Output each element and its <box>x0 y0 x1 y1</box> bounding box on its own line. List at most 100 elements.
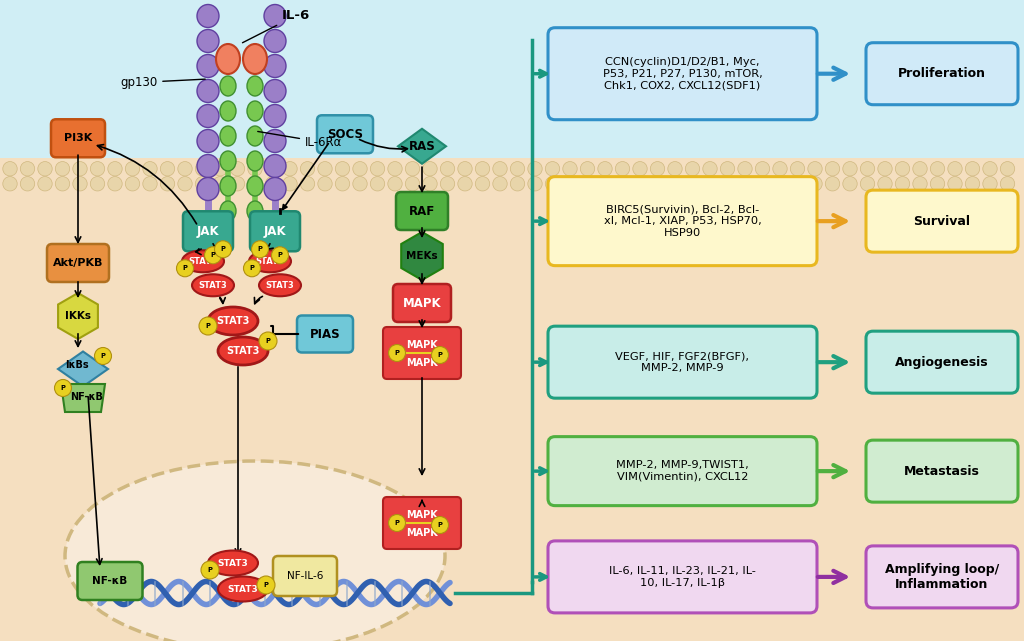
Circle shape <box>54 379 72 397</box>
Circle shape <box>843 176 857 191</box>
Circle shape <box>108 176 122 191</box>
Ellipse shape <box>220 151 236 171</box>
Ellipse shape <box>208 307 258 335</box>
Circle shape <box>335 176 350 191</box>
Text: Amplifying loop/
Inflammation: Amplifying loop/ Inflammation <box>885 563 999 591</box>
Ellipse shape <box>220 101 236 121</box>
Text: STAT3: STAT3 <box>216 316 250 326</box>
Ellipse shape <box>247 176 263 196</box>
Circle shape <box>3 176 17 191</box>
Polygon shape <box>58 293 98 339</box>
Circle shape <box>230 176 245 191</box>
Text: IκBs: IκBs <box>66 360 89 370</box>
Circle shape <box>205 247 221 264</box>
Circle shape <box>3 162 17 176</box>
Text: P: P <box>250 265 254 271</box>
Circle shape <box>94 347 112 365</box>
Ellipse shape <box>218 576 268 601</box>
Text: P: P <box>60 385 66 391</box>
Circle shape <box>878 176 892 191</box>
Circle shape <box>493 162 507 176</box>
Circle shape <box>423 162 437 176</box>
FancyBboxPatch shape <box>317 115 373 153</box>
Circle shape <box>257 576 275 594</box>
Circle shape <box>73 162 87 176</box>
Text: MAPK: MAPK <box>407 340 438 350</box>
Circle shape <box>265 176 280 191</box>
Ellipse shape <box>243 44 267 74</box>
Text: P: P <box>394 520 399 526</box>
Circle shape <box>265 162 280 176</box>
Circle shape <box>930 176 945 191</box>
Circle shape <box>808 162 822 176</box>
Circle shape <box>510 162 524 176</box>
Text: STAT3: STAT3 <box>188 257 217 266</box>
Circle shape <box>912 176 927 191</box>
Ellipse shape <box>208 551 258 576</box>
Circle shape <box>38 176 52 191</box>
Circle shape <box>912 162 927 176</box>
FancyBboxPatch shape <box>51 119 105 157</box>
Circle shape <box>825 162 840 176</box>
Circle shape <box>791 176 805 191</box>
FancyBboxPatch shape <box>383 497 461 549</box>
Circle shape <box>214 241 231 258</box>
Circle shape <box>791 162 805 176</box>
Circle shape <box>196 176 210 191</box>
FancyBboxPatch shape <box>548 326 817 398</box>
Ellipse shape <box>247 201 263 221</box>
Circle shape <box>213 176 227 191</box>
Circle shape <box>178 162 193 176</box>
Text: P: P <box>220 246 225 253</box>
Circle shape <box>353 162 368 176</box>
Circle shape <box>388 162 402 176</box>
Ellipse shape <box>220 126 236 146</box>
Text: P: P <box>278 253 283 258</box>
FancyBboxPatch shape <box>78 562 142 600</box>
Text: IL-6, IL-11, IL-23, IL-21, IL-
10, IL-17, IL-1β: IL-6, IL-11, IL-23, IL-21, IL- 10, IL-17… <box>609 566 756 588</box>
Text: P: P <box>208 567 212 573</box>
Circle shape <box>371 162 385 176</box>
FancyBboxPatch shape <box>250 212 300 251</box>
Ellipse shape <box>264 178 286 201</box>
Text: SOCS: SOCS <box>327 128 362 141</box>
Circle shape <box>125 176 139 191</box>
Text: MAPK: MAPK <box>402 297 441 310</box>
Ellipse shape <box>264 79 286 103</box>
Circle shape <box>244 260 260 277</box>
Ellipse shape <box>247 151 263 171</box>
Circle shape <box>527 176 542 191</box>
Ellipse shape <box>259 274 301 296</box>
Ellipse shape <box>216 44 240 74</box>
Circle shape <box>440 176 455 191</box>
Text: MAPK: MAPK <box>407 528 438 538</box>
Circle shape <box>283 176 297 191</box>
Circle shape <box>1000 176 1015 191</box>
Polygon shape <box>61 384 105 412</box>
Text: P: P <box>437 522 442 528</box>
Circle shape <box>248 162 262 176</box>
FancyBboxPatch shape <box>866 546 1018 608</box>
Text: MAPK: MAPK <box>407 510 438 520</box>
Ellipse shape <box>193 274 234 296</box>
Circle shape <box>546 176 560 191</box>
Text: PI3K: PI3K <box>63 133 92 144</box>
Circle shape <box>73 176 87 191</box>
Polygon shape <box>401 232 442 280</box>
Circle shape <box>702 176 717 191</box>
Text: JAK: JAK <box>264 225 287 238</box>
Circle shape <box>475 162 489 176</box>
Ellipse shape <box>182 250 224 272</box>
Circle shape <box>300 162 314 176</box>
FancyBboxPatch shape <box>297 315 353 353</box>
Circle shape <box>930 162 945 176</box>
FancyBboxPatch shape <box>0 158 1024 641</box>
Circle shape <box>300 176 314 191</box>
Circle shape <box>248 176 262 191</box>
Circle shape <box>38 162 52 176</box>
FancyBboxPatch shape <box>47 244 109 282</box>
FancyBboxPatch shape <box>383 327 461 379</box>
Circle shape <box>527 162 542 176</box>
Circle shape <box>196 162 210 176</box>
FancyBboxPatch shape <box>866 190 1018 252</box>
